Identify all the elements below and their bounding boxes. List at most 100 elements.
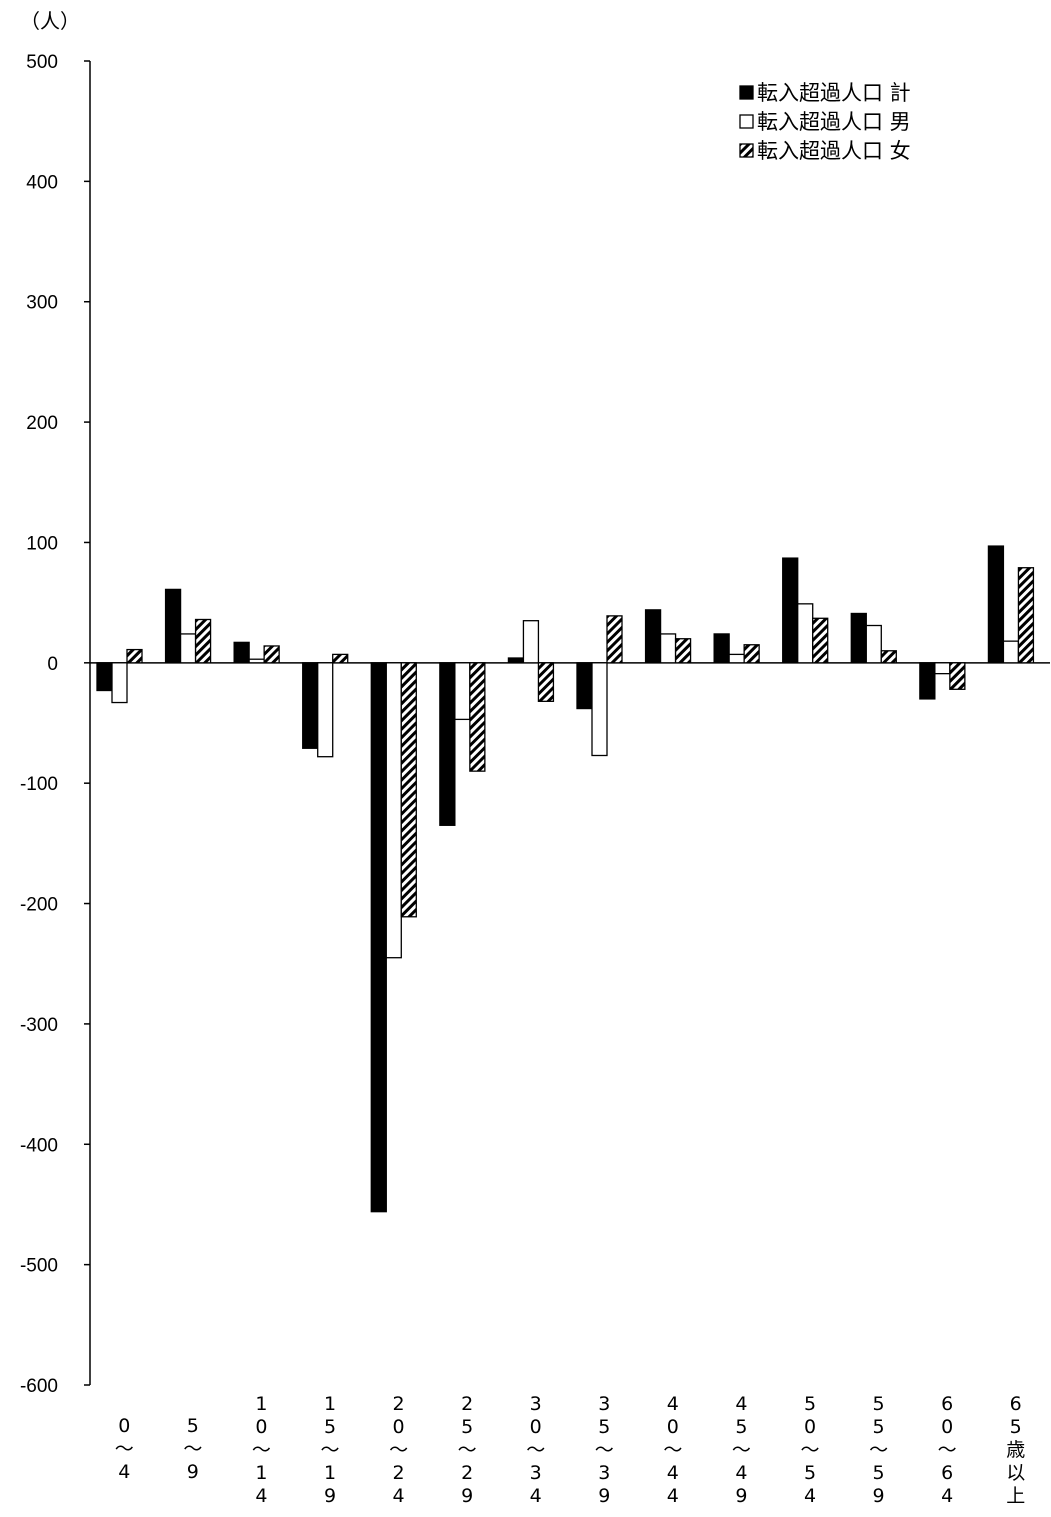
y-axis-unit-label: （人） xyxy=(20,9,80,33)
x-tick-label-char: 歳 xyxy=(1006,1439,1025,1461)
bar-total xyxy=(576,662,593,710)
y-tick-label: -300 xyxy=(20,1015,58,1036)
bar-total xyxy=(987,545,1005,664)
x-tick-label-char: 4 xyxy=(735,1393,747,1415)
x-tick-label-char: 6 xyxy=(941,1393,953,1415)
x-tick-label: 50〜54 xyxy=(800,1393,819,1507)
y-tick-label: 200 xyxy=(26,413,58,434)
bar-female xyxy=(949,662,966,690)
bar-total xyxy=(439,662,456,826)
x-tick-label-char: 〜 xyxy=(458,1439,477,1461)
bar-male xyxy=(659,633,677,664)
x-tick-label-char: 3 xyxy=(598,1393,610,1415)
bar-total xyxy=(164,588,182,664)
bar-total xyxy=(302,662,319,749)
bar-female xyxy=(332,653,349,664)
bar-total xyxy=(370,662,387,1213)
y-tick-label: -600 xyxy=(20,1376,58,1397)
x-tick-label-char: 4 xyxy=(667,1393,679,1415)
bar-male xyxy=(1002,640,1020,664)
x-tick-label-char: 4 xyxy=(393,1485,405,1507)
x-tick-label-char: 5 xyxy=(461,1416,473,1438)
x-tick-label-char: 0 xyxy=(941,1416,953,1438)
y-tick-label: 300 xyxy=(26,293,58,314)
x-tick-label-char: 〜 xyxy=(115,1438,134,1460)
x-tick-label-char: 4 xyxy=(804,1485,816,1507)
x-tick-label-char: 0 xyxy=(393,1416,405,1438)
x-tick-label-char: 5 xyxy=(1010,1416,1022,1438)
category-label-layer: 0〜45〜910〜1415〜1920〜2425〜2930〜3435〜3940〜4… xyxy=(115,1393,1025,1507)
x-tick-label-char: 〜 xyxy=(252,1439,271,1461)
x-tick-label: 55〜59 xyxy=(869,1393,888,1507)
x-tick-label-char: 〜 xyxy=(389,1439,408,1461)
legend-swatch xyxy=(739,114,754,129)
x-tick-label-char: 1 xyxy=(324,1393,336,1415)
y-tick-label: -400 xyxy=(20,1135,58,1156)
x-tick-label-char: 5 xyxy=(873,1462,885,1484)
x-tick-label-char: 〜 xyxy=(183,1438,202,1460)
bar-female xyxy=(537,662,555,702)
x-tick-label-char: 5 xyxy=(873,1416,885,1438)
x-tick-label-char: 9 xyxy=(735,1485,747,1507)
x-tick-label-char: 4 xyxy=(667,1485,679,1507)
y-tick-label: 100 xyxy=(26,533,58,554)
x-tick-label-char: 4 xyxy=(667,1462,679,1484)
x-tick-label-char: 3 xyxy=(530,1393,542,1415)
x-tick-label-char: 〜 xyxy=(800,1439,819,1461)
x-tick-label-char: 〜 xyxy=(663,1439,682,1461)
x-tick-label-char: 6 xyxy=(1010,1393,1022,1415)
bar-female xyxy=(743,644,760,664)
x-tick-label-char: 4 xyxy=(530,1485,542,1507)
legend-label: 転入超過人口 男 xyxy=(757,110,911,134)
x-tick-label-char: 5 xyxy=(873,1393,885,1415)
bar-female xyxy=(194,618,212,664)
x-tick-label: 0〜4 xyxy=(115,1415,134,1483)
y-tick-label: -500 xyxy=(20,1256,58,1277)
x-tick-label-char: 1 xyxy=(324,1462,336,1484)
x-tick-label-char: 上 xyxy=(1006,1485,1025,1507)
bar-female xyxy=(263,645,280,664)
y-tick-label: 500 xyxy=(26,52,58,73)
x-tick-label-char: 〜 xyxy=(320,1439,339,1461)
x-tick-label-char: 0 xyxy=(667,1416,679,1438)
bar-male xyxy=(454,662,471,721)
legend-swatch xyxy=(739,85,754,100)
bar-total xyxy=(713,633,730,664)
x-tick-label-char: 0 xyxy=(530,1416,542,1438)
x-tick-label-char: 0 xyxy=(255,1416,267,1438)
x-tick-label-char: 2 xyxy=(461,1462,473,1484)
x-tick-label: 10〜14 xyxy=(252,1393,271,1507)
bar-male xyxy=(317,662,334,758)
x-tick-label-char: 0 xyxy=(118,1415,130,1437)
x-tick-label-char: 2 xyxy=(461,1393,473,1415)
x-tick-label-char: 4 xyxy=(118,1461,130,1483)
x-tick-label-char: 9 xyxy=(873,1485,885,1507)
x-tick-label-char: 1 xyxy=(255,1462,267,1484)
x-tick-label: 20〜24 xyxy=(389,1393,408,1507)
x-tick-label-char: 〜 xyxy=(869,1439,888,1461)
x-tick-label: 60〜64 xyxy=(938,1393,957,1507)
x-tick-label-char: 4 xyxy=(255,1485,267,1507)
x-tick-label-char: 1 xyxy=(255,1393,267,1415)
x-tick-label: 40〜44 xyxy=(663,1393,682,1507)
bar-total xyxy=(233,641,250,664)
y-tick-label: -100 xyxy=(20,774,58,795)
x-tick-label-char: 2 xyxy=(393,1393,405,1415)
bar-male xyxy=(522,620,540,664)
bar-male xyxy=(111,662,128,704)
x-tick-label-char: 4 xyxy=(941,1485,953,1507)
x-tick-label-char: 〜 xyxy=(526,1439,545,1461)
y-tick-label: -200 xyxy=(20,895,58,916)
x-tick-label-char: 5 xyxy=(324,1416,336,1438)
bar-male xyxy=(591,662,608,757)
x-tick-label: 45〜49 xyxy=(732,1393,751,1507)
x-tick-label: 5〜9 xyxy=(183,1415,202,1483)
bar-female xyxy=(126,648,143,664)
bar-total xyxy=(507,657,525,664)
bar-male xyxy=(179,633,197,664)
x-tick-label: 25〜29 xyxy=(458,1393,477,1507)
x-tick-label-char: 5 xyxy=(735,1416,747,1438)
bar-male xyxy=(797,603,814,664)
